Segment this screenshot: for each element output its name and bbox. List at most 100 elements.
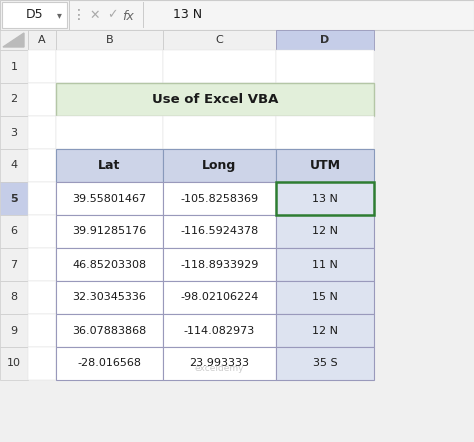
Bar [276,30,374,50]
Text: 12 N: 12 N [312,325,338,335]
Bar [0,0,474,30]
Bar [163,116,276,149]
Bar [0,347,28,380]
Text: 13 N: 13 N [173,8,202,22]
Text: 10: 10 [7,358,21,369]
Text: 5: 5 [10,194,18,203]
Text: 9: 9 [10,325,18,335]
Bar [28,30,56,50]
Bar [56,149,163,182]
Bar [276,149,374,182]
Bar [0,281,28,314]
Bar [28,116,56,149]
Bar [0,248,28,281]
Text: exceldemy: exceldemy [195,364,244,373]
Bar [0,215,28,248]
Text: Lat: Lat [98,159,121,172]
Bar [28,347,56,380]
Bar [56,347,163,380]
Text: -105.8258369: -105.8258369 [181,194,258,203]
Bar [28,248,56,281]
Text: D5: D5 [26,8,43,22]
Bar [276,50,374,83]
Bar [2,2,67,28]
Text: -98.02106224: -98.02106224 [180,293,259,302]
Polygon shape [3,33,24,47]
Text: 4: 4 [10,160,18,171]
Text: 39.91285176: 39.91285176 [73,226,146,236]
Text: ⋮: ⋮ [72,8,86,22]
Text: 11 N: 11 N [312,259,338,270]
Bar [28,314,56,347]
Text: -114.082973: -114.082973 [184,325,255,335]
Bar [276,281,374,314]
Bar [56,248,163,281]
Bar [143,2,144,28]
Text: 35 S: 35 S [313,358,337,369]
Bar [163,182,276,215]
Bar [69,0,70,30]
Bar [56,116,163,149]
Text: 36.07883868: 36.07883868 [73,325,146,335]
Text: 23.993333: 23.993333 [190,358,249,369]
Text: fx: fx [122,9,134,23]
Bar [28,50,56,83]
Bar [163,347,276,380]
Bar [0,149,28,182]
Text: 15 N: 15 N [312,293,338,302]
Bar [163,314,276,347]
Text: ▾: ▾ [56,10,62,20]
Bar [163,281,276,314]
Text: 39.55801467: 39.55801467 [73,194,146,203]
Bar [56,215,163,248]
Bar [163,248,276,281]
Bar [28,149,56,182]
Bar [28,83,56,116]
Bar [0,30,28,50]
Text: 32.30345336: 32.30345336 [73,293,146,302]
Bar [276,215,374,248]
Bar [276,347,374,380]
Bar [276,248,374,281]
Text: 6: 6 [10,226,18,236]
Text: Long: Long [202,159,237,172]
Text: 12 N: 12 N [312,226,338,236]
Text: 3: 3 [10,127,18,137]
Text: ✕: ✕ [90,8,100,22]
Text: C: C [216,35,223,45]
Bar [0,314,28,347]
Text: 2: 2 [10,95,18,104]
Text: -28.016568: -28.016568 [78,358,142,369]
Bar [28,281,56,314]
Bar [56,182,163,215]
Bar [28,215,56,248]
Text: A: A [38,35,46,45]
Text: 46.85203308: 46.85203308 [73,259,146,270]
Bar [28,182,56,215]
Text: Use of Excel VBA: Use of Excel VBA [152,93,278,106]
Bar [276,182,374,215]
Bar [56,30,163,50]
Text: -116.5924378: -116.5924378 [181,226,259,236]
Bar [163,149,276,182]
Text: 8: 8 [10,293,18,302]
Text: -118.8933929: -118.8933929 [180,259,259,270]
Bar [0,50,28,83]
Bar [0,116,28,149]
Text: D: D [320,35,329,45]
Text: 13 N: 13 N [312,194,338,203]
Bar [56,50,163,83]
Text: UTM: UTM [310,159,340,172]
Text: 1: 1 [10,61,18,72]
Bar [163,30,276,50]
Bar [276,314,374,347]
Bar [0,83,28,116]
Bar [276,116,374,149]
Text: B: B [106,35,113,45]
Bar [56,314,163,347]
Text: ✓: ✓ [107,8,117,22]
Bar [163,50,276,83]
Text: 7: 7 [10,259,18,270]
Bar [56,281,163,314]
Bar [163,215,276,248]
